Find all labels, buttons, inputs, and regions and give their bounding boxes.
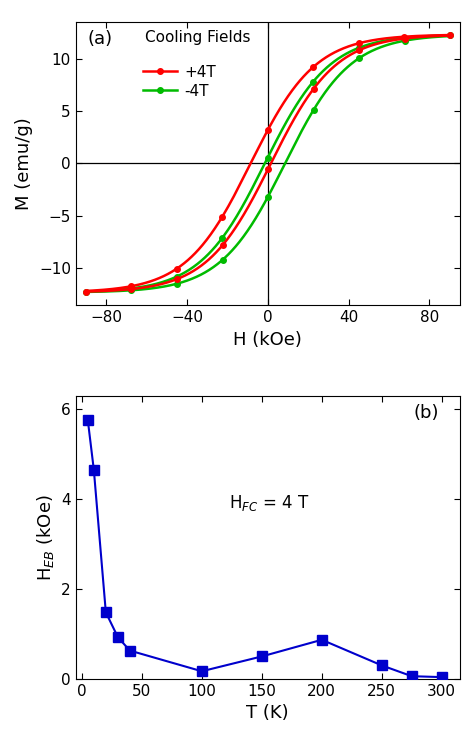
+4T bbox=[171, 266, 177, 275]
-4T bbox=[447, 31, 453, 39]
-4T bbox=[236, 209, 241, 218]
-4T bbox=[83, 287, 89, 296]
-4T bbox=[171, 274, 177, 283]
Y-axis label: M (emu/g): M (emu/g) bbox=[16, 117, 34, 210]
Line: +4T: +4T bbox=[83, 32, 453, 293]
-4T bbox=[134, 283, 139, 292]
+4T bbox=[215, 219, 221, 228]
X-axis label: T (K): T (K) bbox=[246, 704, 289, 722]
-4T bbox=[226, 224, 232, 233]
Line: -4T: -4T bbox=[83, 33, 453, 294]
+4T bbox=[134, 281, 139, 290]
+4T bbox=[425, 31, 430, 40]
-4T bbox=[215, 239, 221, 247]
+4T bbox=[447, 31, 453, 39]
Y-axis label: H$_{EB}$ (kOe): H$_{EB}$ (kOe) bbox=[35, 494, 55, 580]
+4T bbox=[226, 201, 232, 210]
+4T bbox=[83, 287, 89, 296]
-4T bbox=[425, 32, 430, 41]
+4T bbox=[236, 183, 241, 192]
Text: H$_{FC}$ = 4 T: H$_{FC}$ = 4 T bbox=[229, 493, 310, 513]
Text: (b): (b) bbox=[414, 404, 439, 422]
Legend: +4T, -4T: +4T, -4T bbox=[137, 58, 222, 105]
Text: (a): (a) bbox=[87, 31, 112, 48]
Text: Cooling Fields: Cooling Fields bbox=[145, 31, 250, 45]
X-axis label: H (kOe): H (kOe) bbox=[233, 331, 302, 348]
